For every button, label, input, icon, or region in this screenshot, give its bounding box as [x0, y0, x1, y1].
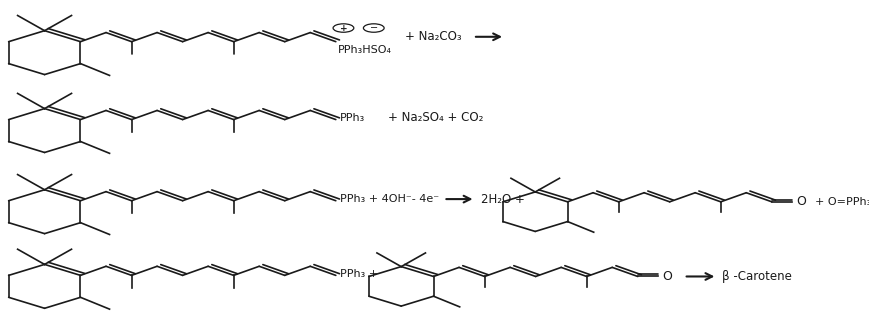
Text: + Na₂SO₄ + CO₂: + Na₂SO₄ + CO₂ [388, 111, 483, 125]
Text: + O=PPh₃: + O=PPh₃ [814, 197, 869, 207]
Text: PPh₃HSO₄: PPh₃HSO₄ [337, 45, 391, 55]
Text: +: + [340, 23, 348, 33]
Text: O: O [796, 195, 806, 208]
Text: PPh₃ + 4OH⁻- 4e⁻: PPh₃ + 4OH⁻- 4e⁻ [340, 194, 439, 204]
Text: β -Carotene: β -Carotene [722, 270, 792, 283]
Text: + Na₂CO₃: + Na₂CO₃ [405, 30, 461, 43]
Text: O: O [662, 270, 672, 283]
Text: PPh₃ +: PPh₃ + [340, 269, 378, 279]
Text: PPh₃: PPh₃ [340, 113, 365, 123]
Text: 2H₂O +: 2H₂O + [481, 193, 525, 206]
Text: −: − [369, 23, 378, 33]
